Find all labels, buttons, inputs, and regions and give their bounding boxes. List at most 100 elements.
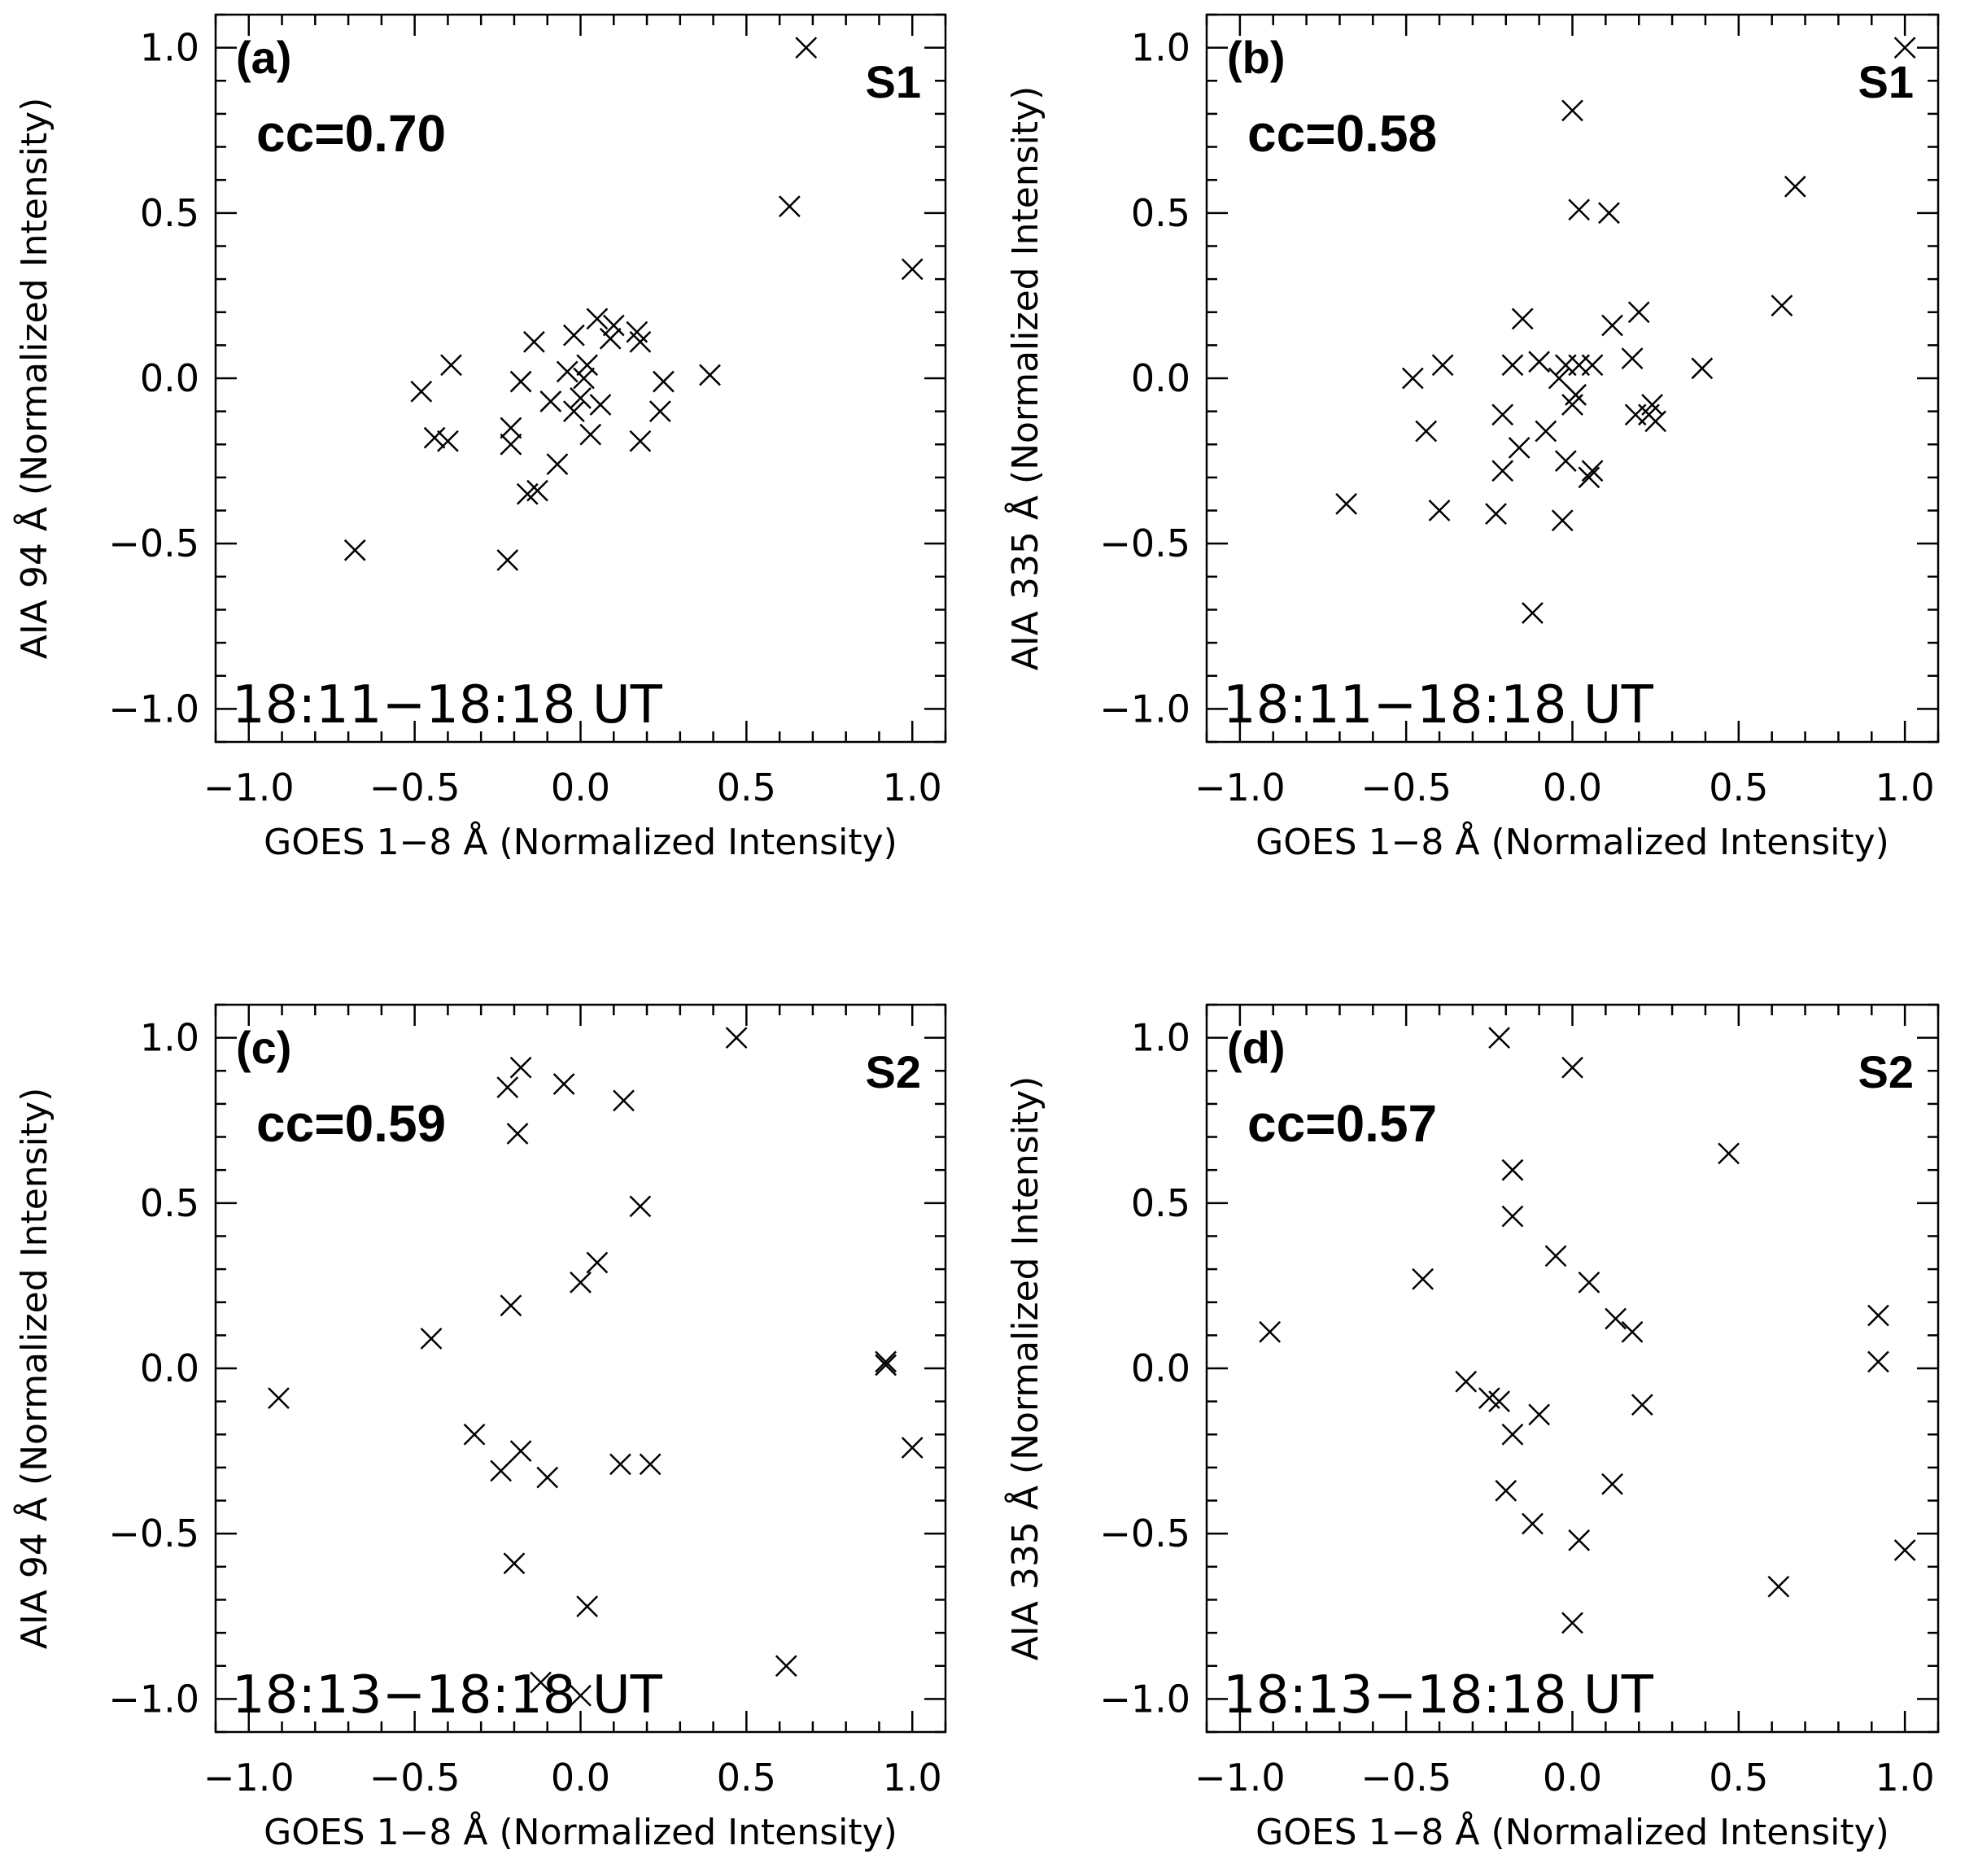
panel-b-data-point bbox=[1491, 404, 1514, 426]
panel-b-ticks bbox=[1205, 13, 1940, 744]
panel-a-data-point bbox=[602, 314, 625, 337]
panel-b-data-point bbox=[1601, 314, 1623, 337]
panel-b-data-point bbox=[1771, 294, 1793, 316]
panel-a-ticks bbox=[214, 13, 947, 744]
panel-c-ytick-label: 1.0 bbox=[140, 1016, 199, 1060]
panel-b-ytick-label: 0.0 bbox=[1131, 356, 1190, 400]
panel-a-data-point bbox=[440, 354, 462, 377]
panel-d-data-point bbox=[1718, 1142, 1740, 1165]
panel-a-data-point bbox=[599, 327, 622, 350]
panel-c-xtick-label: 0.0 bbox=[551, 1756, 610, 1800]
panel-d-xtick-label: 0.5 bbox=[1709, 1756, 1768, 1800]
panel-b-data-point bbox=[1565, 383, 1587, 406]
panel-b-data-point bbox=[1401, 367, 1424, 390]
panel-d-xtick-label: −1.0 bbox=[1194, 1756, 1286, 1800]
panel-d-data-point bbox=[1893, 1539, 1916, 1561]
panel-a-data-point bbox=[901, 258, 924, 281]
panel-a-data-point bbox=[509, 370, 532, 393]
panel-a-data-point bbox=[573, 367, 595, 390]
panel-c-xtick-label: 0.5 bbox=[717, 1756, 776, 1800]
panel-c-data-point bbox=[570, 1271, 592, 1294]
panel-b-panel-label: (b) bbox=[1227, 32, 1286, 83]
panel-a-data-point bbox=[629, 430, 652, 452]
panel-c-ytick-label: 0.5 bbox=[140, 1181, 199, 1225]
panel-d-data-point bbox=[1501, 1158, 1524, 1181]
panel-b-data-point bbox=[1535, 420, 1557, 443]
panel-c-data-point bbox=[725, 1027, 748, 1049]
panel-a-data-point bbox=[570, 386, 592, 409]
panel-b-ytick-label: 1.0 bbox=[1131, 26, 1190, 70]
panel-d-data-point bbox=[1544, 1245, 1567, 1267]
panel-d-ticks bbox=[1205, 1003, 1940, 1734]
panel-d-data-point bbox=[1495, 1479, 1517, 1502]
panel-c-data-point bbox=[570, 1684, 592, 1707]
panel-c-data-point bbox=[901, 1437, 924, 1459]
panel-d-xtick-label: 0.0 bbox=[1543, 1756, 1602, 1800]
panel-a-data-point bbox=[629, 330, 652, 353]
panel-d-data-point bbox=[1561, 1612, 1583, 1634]
panel-d-panel-label: (d) bbox=[1227, 1022, 1286, 1073]
panel-b-data-point bbox=[1554, 450, 1577, 472]
panel-d-data-point bbox=[1259, 1320, 1282, 1343]
panel-d-data-point bbox=[1561, 1056, 1583, 1079]
panel-c-data-point bbox=[509, 1056, 532, 1079]
panel-c-data-point bbox=[500, 1294, 522, 1317]
panel-b-data-point bbox=[1335, 493, 1358, 515]
panel-c-data-point bbox=[496, 1076, 519, 1098]
panel-b-data-point bbox=[1598, 202, 1620, 225]
panel-b-data-point bbox=[1784, 175, 1806, 198]
panel-a-xtick-label: −0.5 bbox=[369, 766, 461, 809]
panel-b-data-point bbox=[1893, 37, 1916, 59]
panel-b-data-point bbox=[1691, 357, 1714, 380]
panel-b-data-point bbox=[1581, 354, 1604, 377]
panel-c-data-point bbox=[875, 1350, 897, 1373]
panel-c-cc-label: cc=0.59 bbox=[256, 1094, 446, 1153]
panel-d-ytick-label: 0.5 bbox=[1131, 1181, 1190, 1225]
panel-b-data-point bbox=[1485, 503, 1507, 525]
panel-d-data-point bbox=[1568, 1529, 1591, 1551]
panel-d-data-point bbox=[1767, 1575, 1790, 1598]
panel-a-data-point bbox=[562, 400, 585, 423]
panel-c-series-label: S2 bbox=[866, 1046, 922, 1097]
panel-b-data-point bbox=[1561, 99, 1583, 122]
panel-c-panel-label: (c) bbox=[236, 1022, 291, 1073]
panel-b-data-point bbox=[1528, 351, 1551, 373]
panel-d-ylabel: AIA 335 Å (Normalized Intensity) bbox=[1003, 1076, 1046, 1661]
panel-d-ytick-label: −0.5 bbox=[1099, 1512, 1190, 1555]
panel-c-data-point bbox=[552, 1073, 575, 1095]
panel-a-data-point bbox=[410, 380, 433, 403]
panel-c-ytick-label: −0.5 bbox=[108, 1512, 199, 1555]
panel-c-data-point bbox=[613, 1089, 635, 1112]
panel-d-data-point bbox=[1412, 1267, 1434, 1290]
panel-d-data-point bbox=[1867, 1350, 1889, 1373]
panel-a-time-label: 18:11−18:18 UT bbox=[232, 675, 663, 735]
panel-a-ytick-label: 1.0 bbox=[140, 26, 199, 70]
panel-b-xtick-label: 0.0 bbox=[1543, 766, 1602, 809]
panel-a-xtick-label: 1.0 bbox=[883, 766, 942, 809]
panel-c-ytick-label: −1.0 bbox=[108, 1677, 199, 1721]
panel-a-data-point bbox=[556, 360, 579, 383]
panel-c-data-point bbox=[629, 1195, 652, 1218]
panel-c-data-point bbox=[503, 1552, 526, 1575]
panel-b-xtick-label: −0.5 bbox=[1360, 766, 1452, 809]
panel-c-ticks bbox=[214, 1003, 947, 1734]
panel-a-data-point bbox=[589, 394, 612, 416]
panel-b-data-point bbox=[1644, 410, 1667, 433]
panel-a-ytick-label: −0.5 bbox=[108, 521, 199, 565]
panel-a-ytick-label: 0.5 bbox=[140, 191, 199, 235]
panel-b-xtick-label: 0.5 bbox=[1709, 766, 1768, 809]
panel-d-data-point bbox=[1488, 1027, 1510, 1049]
panel-c-data-point bbox=[639, 1453, 662, 1476]
panel-a-data-point bbox=[562, 324, 585, 347]
panel-d-data-point bbox=[1488, 1390, 1510, 1413]
panel-b-ylabel: AIA 335 Å (Normalized Intensity) bbox=[1003, 86, 1046, 671]
panel-b-data-point bbox=[1581, 460, 1604, 482]
panel-c-xtick-label: −0.5 bbox=[369, 1756, 461, 1800]
panel-d-ytick-label: 1.0 bbox=[1131, 1016, 1190, 1060]
panel-d-xlabel: GOES 1−8 Å (Normalized Intensity) bbox=[1255, 1810, 1889, 1853]
panel-d-ytick-label: −1.0 bbox=[1099, 1677, 1190, 1721]
panel-c: −1.0 −0.5 0.0 0.5 1.0 −1.0 −0.5 0.0 0.5 1.0 GOES 1… bbox=[12, 1003, 947, 1853]
panel-b-data-point bbox=[1415, 420, 1438, 443]
panel-d-xtick-label: 1.0 bbox=[1875, 1756, 1935, 1800]
